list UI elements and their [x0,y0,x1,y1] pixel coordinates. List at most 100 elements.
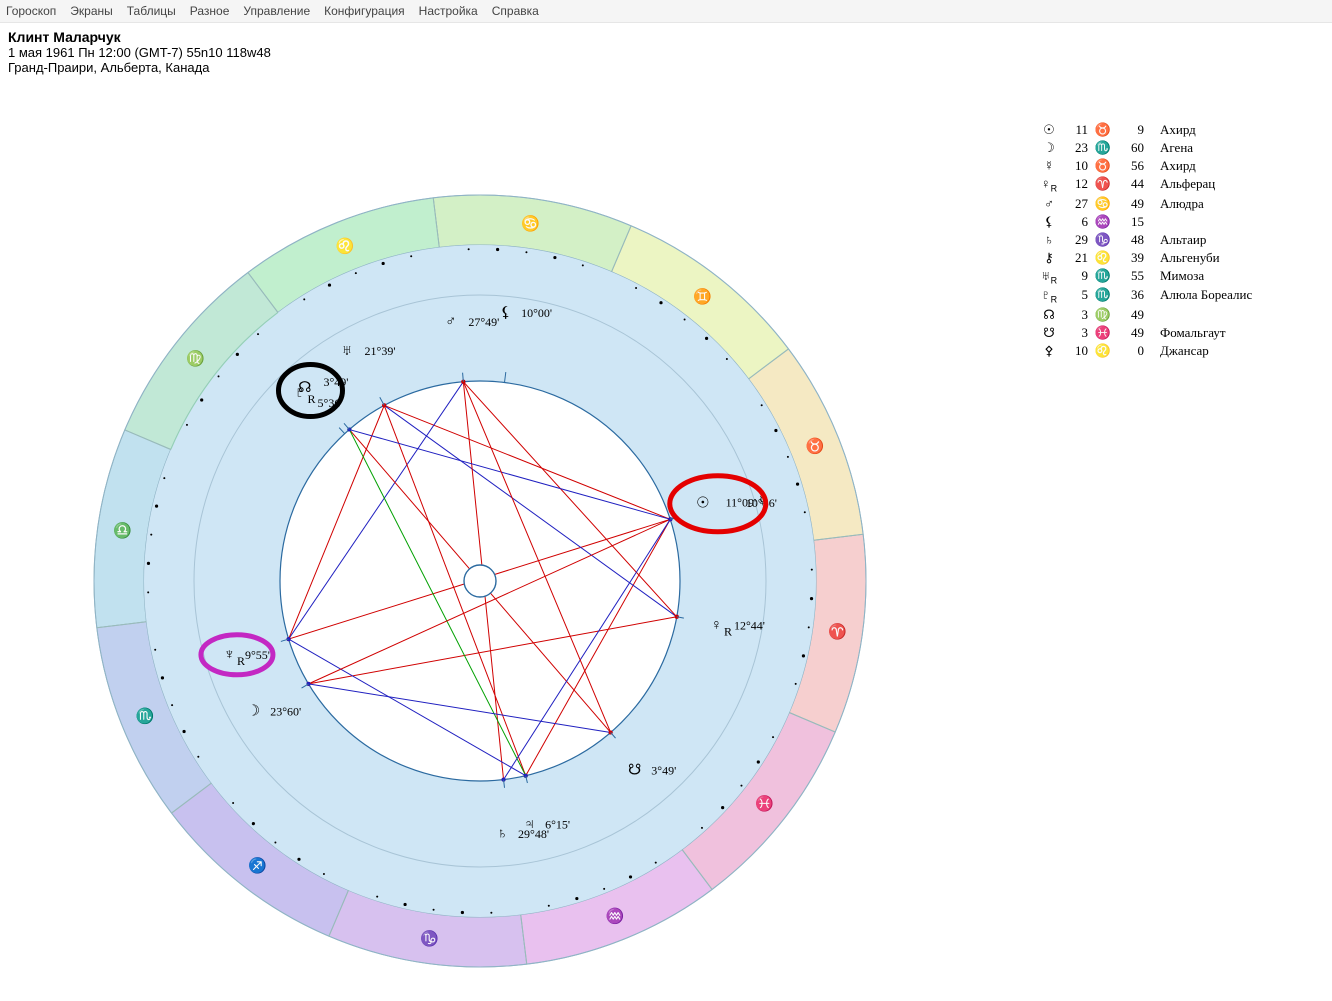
degree: 10 [1064,157,1094,175]
zodiac-glyph: ♎ [113,522,132,540]
position-row: ☊3♍49 [1040,306,1258,324]
minute: 15 [1118,213,1150,231]
fixed-star: Агена [1150,139,1258,157]
minute: 56 [1118,157,1150,175]
zodiac-glyph: ♍ [186,350,205,368]
position-row: ☿10♉56Ахирд [1040,157,1258,175]
zodiac-glyph: ♓ [755,794,774,812]
sign-glyph: ♓ [1094,324,1118,342]
degree: 27 [1064,195,1094,213]
svg-text:☋: ☋ [628,761,641,778]
zodiac-glyph: ♌ [336,237,355,255]
fixed-star: Алюдра [1150,195,1258,213]
svg-text:R: R [237,654,245,668]
fixed-star: Фомальгаут [1150,324,1258,342]
menu-item-4[interactable]: Управление [243,4,310,18]
svg-text:23°60': 23°60' [270,705,301,719]
svg-text:3°49': 3°49' [651,763,676,777]
position-row: ⚷21♌39Альгенуби [1040,249,1258,267]
zodiac-glyph: ♋ [521,215,540,233]
minute: 49 [1118,195,1150,213]
chart-header: Клинт Маларчук 1 мая 1961 Пн 12:00 (GMT-… [0,23,1332,81]
planet-glyph: ♅R [1040,267,1064,287]
planet-glyph: ☊ [1040,306,1064,324]
svg-text:21°39': 21°39' [365,344,396,358]
position-row: ⚴10♌0Джансар [1040,342,1258,360]
menu-bar: Гороскоп Экраны Таблицы Разное Управление Кон… [0,0,1332,23]
svg-text:R: R [308,392,316,406]
planet-marker: ☽ 23°60' [247,703,301,720]
center-dot [464,565,496,597]
degree: 5 [1064,286,1094,306]
planet-glyph: ☋ [1040,324,1064,342]
sign-glyph: ♒ [1094,213,1118,231]
degree: 23 [1064,139,1094,157]
zodiac-glyph: ♐ [248,856,267,874]
minute: 48 [1118,231,1150,249]
svg-text:☉: ☉ [696,494,709,511]
menu-item-7[interactable]: Справка [492,4,539,18]
fixed-star: Мимоза [1150,267,1258,287]
main-area: ♈♉♊♋♌♍♎♏♐♑♒♓☉11°09'☿10°56'♀R12°44'♂27°49… [0,81,1332,971]
menu-item-2[interactable]: Таблицы [127,4,176,18]
sign-glyph: ♉ [1094,157,1118,175]
degree: 10 [1064,342,1094,360]
planet-glyph: ☉ [1040,121,1064,139]
planet-glyph: ♂ [1040,195,1064,213]
degree: 3 [1064,324,1094,342]
minute: 55 [1118,267,1150,287]
svg-text:29°48': 29°48' [518,827,549,841]
minute: 0 [1118,342,1150,360]
degree: 29 [1064,231,1094,249]
minute: 49 [1118,306,1150,324]
degree: 11 [1064,121,1094,139]
minute: 49 [1118,324,1150,342]
svg-text:♂: ♂ [445,313,456,330]
fixed-star: Ахирд [1150,157,1258,175]
minute: 60 [1118,139,1150,157]
planet-glyph: ♀R [1040,175,1064,195]
sign-glyph: ♏ [1094,139,1118,157]
fixed-star: Ахирд [1150,121,1258,139]
svg-text:10°00': 10°00' [521,306,552,320]
degree: 9 [1064,267,1094,287]
planet-glyph: ♄ [1040,231,1064,249]
position-row: ☽23♏60Агена [1040,139,1258,157]
degree: 12 [1064,175,1094,195]
planet-glyph: ☿ [1040,157,1064,175]
planet-marker: ☋ 3°49' [628,761,676,778]
svg-text:10°56': 10°56' [746,496,777,510]
fixed-star [1150,213,1258,231]
position-row: ♇R5♏36Алюла Бореалис [1040,286,1258,306]
menu-item-1[interactable]: Экраны [70,4,112,18]
fixed-star [1150,306,1258,324]
birth-data-line1: 1 мая 1961 Пн 12:00 (GMT-7) 55n10 118w48 [8,45,1324,60]
fixed-star: Альгенуби [1150,249,1258,267]
planet-glyph: ⚴ [1040,342,1064,360]
svg-text:♆: ♆ [224,646,235,663]
sign-glyph: ♍ [1094,306,1118,324]
zodiac-glyph: ♉ [805,437,824,455]
positions-table: ☉11♉9Ахирд☽23♏60Агена☿10♉56Ахирд♀R12♈44А… [1040,121,1258,360]
menu-item-6[interactable]: Настройка [419,4,478,18]
planet-glyph: ♇R [1040,286,1064,306]
menu-item-0[interactable]: Гороскоп [6,4,56,18]
menu-item-5[interactable]: Конфигурация [324,4,405,18]
sign-glyph: ♈ [1094,175,1118,195]
sign-glyph: ♉ [1094,121,1118,139]
svg-text:♄: ♄ [497,825,508,842]
degree: 6 [1064,213,1094,231]
svg-text:♀: ♀ [711,616,722,633]
position-row: ♅R9♏55Мимоза [1040,267,1258,287]
menu-item-3[interactable]: Разное [190,4,230,18]
minute: 36 [1118,286,1150,306]
position-row: ♄29♑48Альтаир [1040,231,1258,249]
sign-glyph: ♌ [1094,342,1118,360]
svg-text:☽: ☽ [247,703,260,720]
zodiac-glyph: ♊ [693,288,712,306]
svg-text:12°44': 12°44' [734,618,765,632]
position-row: ♀R12♈44Альферац [1040,175,1258,195]
svg-text:⚸: ⚸ [500,304,511,321]
zodiac-glyph: ♒ [606,907,625,925]
person-name: Клинт Маларчук [8,29,1324,45]
